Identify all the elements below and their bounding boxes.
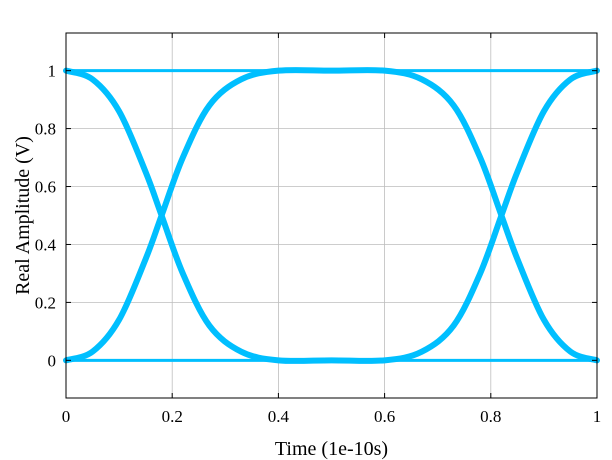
y-axis-label: Real Amplitude (V) (12, 136, 34, 295)
x-tick-label: 0.2 (162, 407, 183, 426)
y-tick-label: 0.4 (35, 235, 57, 254)
ticks: 0 0.2 0.4 0.6 0.8 1 0 0.2 0.4 0.6 0.8 1 (35, 33, 602, 426)
eye-trace-3 (63, 67, 600, 364)
series-group (63, 67, 600, 364)
y-tick-label: 0 (48, 351, 57, 370)
eye-trace-4 (63, 67, 600, 364)
x-axis-label: Time (1e-10s) (275, 438, 388, 460)
grid (65, 33, 598, 398)
x-tick-label: 0.8 (480, 407, 501, 426)
y-tick-label: 0.2 (35, 293, 56, 312)
y-tick-label: 1 (48, 62, 57, 81)
x-tick-label: 0 (62, 407, 71, 426)
y-tick-label: 0.6 (35, 178, 56, 197)
plot-frame (65, 32, 598, 399)
x-tick-label: 1 (593, 407, 602, 426)
x-tick-label: 0.6 (374, 407, 395, 426)
x-tick-label: 0.4 (268, 407, 290, 426)
y-tick-label: 0.8 (35, 120, 56, 139)
